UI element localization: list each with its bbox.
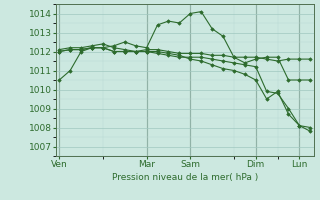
X-axis label: Pression niveau de la mer( hPa ): Pression niveau de la mer( hPa ) (112, 173, 258, 182)
